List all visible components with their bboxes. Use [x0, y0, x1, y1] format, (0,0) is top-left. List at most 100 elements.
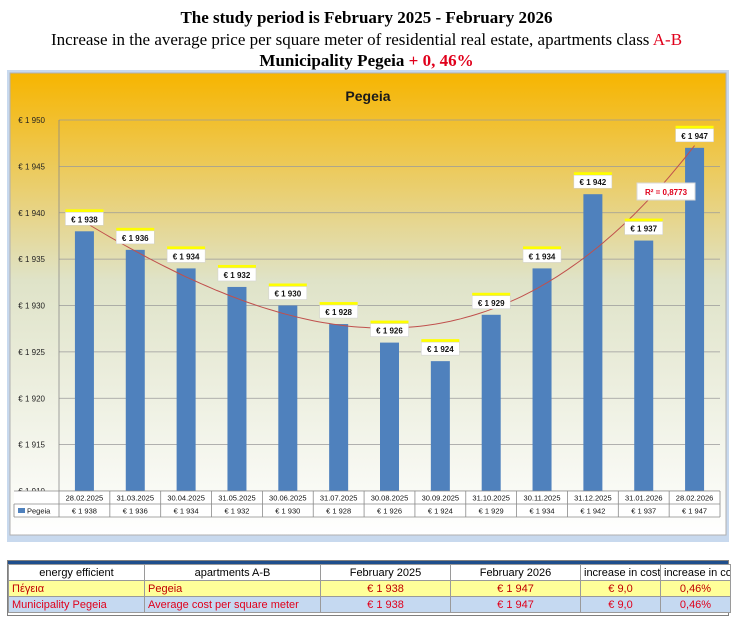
bar-chart: Pegeia € 1 910€ 1 915€ 1 920€ 1 925€ 1 9…: [7, 70, 729, 542]
data-label-accent: [116, 227, 155, 232]
data-label-box: [166, 249, 206, 263]
data-label: € 1 934: [522, 246, 562, 263]
data-label: € 1 932: [217, 264, 257, 282]
data-label-text: € 1 924: [427, 345, 454, 354]
chart-title: Pegeia: [345, 88, 390, 104]
chart-data-table: 28.02.2025 € 1 938 31.03.2025 € 1 936 30.04.…: [13, 490, 721, 518]
header-cell: apartments A-B: [144, 564, 321, 581]
data-label: € 1 934: [166, 246, 206, 263]
data-label: € 1 924: [421, 339, 460, 356]
plot-area: [9, 72, 727, 536]
data-label-accent: [421, 339, 460, 344]
data-label-accent: [472, 292, 511, 297]
table-row: Municipality Pegeia Average cost per squ…: [8, 596, 731, 613]
data-table-value: € 1 926: [377, 507, 402, 516]
x-tick-label: 31.12.2025: [574, 494, 612, 503]
data-label-box: [370, 323, 409, 337]
header-cell: increase in cost %: [660, 564, 731, 581]
table-cell: Municipality Pegeia: [8, 596, 145, 613]
data-label-accent: [573, 172, 612, 177]
bar: [430, 361, 450, 491]
data-table-value: € 1 924: [428, 507, 453, 516]
data-label-text: € 1 938: [71, 215, 98, 224]
data-label-accent: [319, 302, 358, 307]
data-label: € 1 947: [675, 125, 714, 143]
table-cell: 0,46%: [660, 596, 731, 613]
x-tick-label: 30.11.2025: [524, 494, 561, 503]
legend-label: Pegeia: [27, 507, 51, 516]
subtitle-text: Increase in the average price per square…: [50, 30, 653, 49]
bar: [532, 268, 552, 491]
x-tick-label: 31.07.2025: [320, 494, 358, 503]
table-cell: € 1 947: [450, 580, 581, 597]
x-tick-label: 28.02.2026: [676, 494, 714, 503]
page-subtitle: Increase in the average price per square…: [0, 30, 733, 50]
summary-table: energy efficient apartments A-B February…: [7, 560, 731, 616]
table-row: Πέγεια Pegeia € 1 938 € 1 947 € 9,0 0,46…: [8, 580, 731, 597]
r2-box: [636, 182, 696, 201]
data-label-box: [65, 212, 104, 226]
data-table-value: € 1 947: [682, 507, 707, 516]
data-label-text: € 1 932: [224, 271, 251, 280]
bar: [685, 147, 705, 491]
x-tick-label: 31.01.2026: [625, 494, 663, 503]
header-cell: February 2025: [320, 564, 451, 581]
table-cell: Πέγεια: [8, 580, 145, 597]
data-label-accent: [370, 320, 409, 325]
x-tick-label: 30.04.2025: [167, 494, 205, 503]
data-label-text: € 1 934: [173, 252, 200, 261]
y-tick-label: € 1 935: [18, 255, 45, 264]
bar: [380, 342, 399, 491]
legend-key: [18, 508, 25, 513]
data-label-accent: [65, 209, 104, 214]
y-tick-label: € 1 930: [18, 302, 45, 311]
data-label-box: [624, 221, 663, 235]
r2-label: R² = 0,8773: [636, 182, 696, 201]
data-label-text: € 1 929: [478, 299, 505, 308]
page-title: The study period is February 2025 - Febr…: [180, 8, 553, 27]
chart-frame: Pegeia € 1 910€ 1 915€ 1 920€ 1 925€ 1 9…: [7, 70, 729, 542]
data-table-value: € 1 930: [275, 507, 300, 516]
percent-change: + 0, 46%: [408, 51, 474, 70]
data-label-text: € 1 936: [122, 234, 149, 243]
x-tick-label: 31.10.2025: [472, 494, 510, 503]
municipality-line: Municipality Pegeia + 0, 46%: [0, 51, 733, 71]
data-label-accent: [675, 125, 714, 130]
data-label-accent: [217, 264, 256, 269]
header-cell: increase in cost: [580, 564, 661, 581]
table-header-row: energy efficient apartments A-B February…: [8, 564, 731, 581]
table-cell: € 9,0: [580, 580, 661, 597]
table-top-bar: [8, 561, 728, 564]
data-label-accent: [624, 218, 663, 223]
data-label-text: € 1 930: [274, 290, 301, 299]
data-label-box: [675, 128, 714, 143]
data-label-box: [116, 230, 155, 245]
data-table-value: € 1 938: [72, 507, 97, 516]
data-label: € 1 928: [319, 302, 358, 319]
header-cell: energy efficient: [8, 564, 145, 581]
table-cell: Average cost per square meter: [144, 596, 321, 613]
data-label-text: € 1 937: [630, 225, 657, 234]
table-cell: € 1 938: [320, 580, 451, 597]
bar: [481, 314, 501, 491]
apartment-class: A-B: [652, 30, 683, 49]
data-label: € 1 937: [624, 218, 663, 235]
bar: [329, 324, 349, 491]
data-label-accent: [523, 246, 562, 251]
y-tick-label: € 1 940: [18, 209, 45, 218]
data-label-box: [522, 249, 562, 263]
y-tick-label: € 1 915: [18, 441, 45, 450]
data-label: € 1 926: [370, 320, 409, 337]
municipality-name: Municipality Pegeia: [259, 51, 409, 70]
data-label-box: [573, 174, 613, 189]
data-label-accent: [167, 246, 206, 251]
y-tick-label: € 1 950: [18, 116, 45, 125]
y-tick-label: € 1 945: [18, 162, 45, 171]
bar: [125, 249, 145, 491]
data-label-box: [421, 341, 460, 356]
data-label-box: [268, 286, 308, 300]
bar: [278, 305, 298, 491]
x-tick-label: 30.08.2025: [371, 494, 409, 503]
header-cell: February 2026: [450, 564, 581, 581]
x-tick-label: 28.02.2025: [66, 494, 104, 503]
